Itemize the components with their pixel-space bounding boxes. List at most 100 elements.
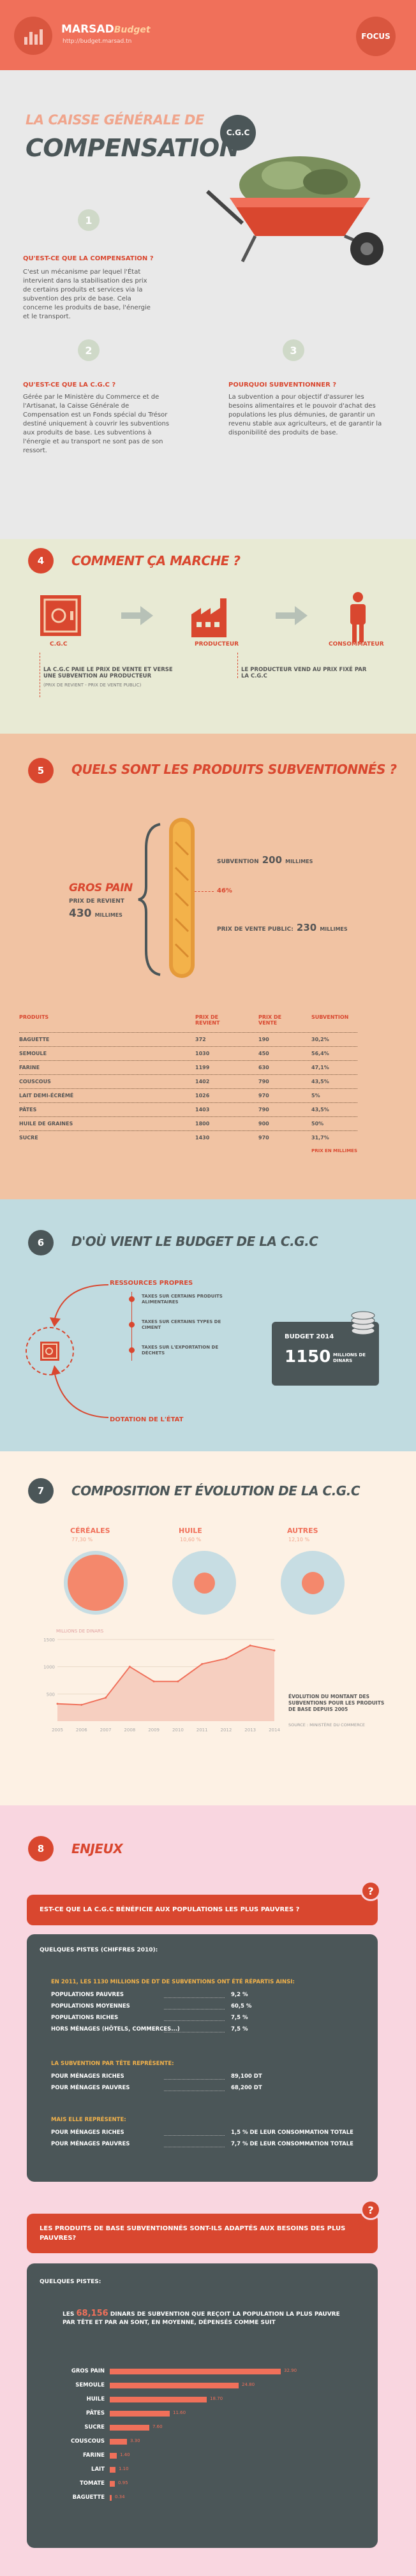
step-1-badge: 1 bbox=[78, 209, 100, 231]
list-value: 89,100 DT bbox=[231, 2073, 262, 2080]
brand-sub: Budget bbox=[114, 25, 151, 35]
focus-label: FOCUS bbox=[361, 32, 390, 41]
table-cell: 790 bbox=[258, 1079, 269, 1084]
prix-revient-value: 430 bbox=[69, 907, 92, 920]
question-box-2 bbox=[27, 2214, 378, 2253]
cgc-badge: C.G.C bbox=[220, 115, 256, 151]
data-point bbox=[128, 1666, 131, 1668]
bar-label: FARINE bbox=[82, 2452, 105, 2459]
table-cell: 43,5% bbox=[311, 1079, 329, 1084]
bar-value: 11.60 bbox=[173, 2410, 186, 2415]
subvention-label: SUBVENTION bbox=[217, 859, 259, 865]
section-8-title: ENJEUX bbox=[71, 1841, 123, 1856]
prix-vente-unit: MILLIMES bbox=[320, 926, 348, 932]
data-point bbox=[80, 1703, 83, 1706]
table-cell: 1800 bbox=[195, 1121, 210, 1127]
section-4-number: 4 bbox=[28, 548, 54, 574]
section-6-title: D'OÙ VIENT LE BUDGET DE LA C.G.C bbox=[71, 1234, 318, 1249]
gros-pain-label: GROS PAIN bbox=[69, 882, 133, 894]
list-value: 68,200 DT bbox=[231, 2085, 262, 2091]
bar bbox=[110, 2369, 281, 2374]
table-cell: 630 bbox=[258, 1065, 269, 1070]
question-2: LES PRODUITS DE BASE SUBVENTIONNÉS SONT-… bbox=[40, 2225, 346, 2242]
x-tick-label: 2013 bbox=[244, 1728, 256, 1733]
intro-4-post: DINARS DE SUBVENTION QUE REÇOIT LA POPUL… bbox=[63, 2311, 340, 2326]
section-7: 7 COMPOSITION ET ÉVOLUTION DE LA C.G.C C… bbox=[0, 1451, 416, 1805]
table-body: BAGUETTE 372 190 30,2% SEMOULE 1030 450 56,4% FA… bbox=[19, 1032, 357, 1144]
bar-value: 0.34 bbox=[115, 2494, 125, 2499]
table-row: SEMOULE 1030 450 56,4% bbox=[19, 1046, 357, 1060]
list-label: POPULATIONS RICHES bbox=[51, 2015, 119, 2021]
ressources-label: RESSOURCES PROPRES bbox=[110, 1280, 193, 1287]
x-tick-label: 2012 bbox=[221, 1728, 232, 1733]
bar-label: TOMATE bbox=[79, 2480, 105, 2487]
bar-value: 0.95 bbox=[118, 2480, 128, 2485]
step-1-label: 1 bbox=[85, 214, 93, 226]
table-cell: COUSCOUS bbox=[19, 1079, 51, 1084]
table-row: LAIT DEMI-ÉCRÉMÉ 1026 970 5% bbox=[19, 1088, 357, 1102]
pie-percent: 77,30 % bbox=[71, 1537, 93, 1543]
list-value: 60,5 % bbox=[231, 2003, 252, 2010]
table-cell: 790 bbox=[258, 1107, 269, 1113]
chart-source: SOURCE : MINISTÈRE DU COMMERCE bbox=[288, 1722, 366, 1728]
table-cell: 900 bbox=[258, 1121, 269, 1127]
bar bbox=[110, 2481, 115, 2487]
cgc-circle bbox=[26, 1327, 74, 1375]
list-label: POUR MÉNAGES PAUVRES bbox=[51, 2085, 130, 2091]
table-cell: 1402 bbox=[195, 1079, 210, 1084]
table-header-cell: SUBVENTION bbox=[311, 1014, 349, 1020]
pie-outer bbox=[281, 1551, 345, 1615]
bar-value: 1.40 bbox=[120, 2452, 130, 2457]
intro-1: EN 2011, LES 1130 MILLIONS DE DT DE SUBV… bbox=[51, 1979, 295, 1985]
table-footnote: PRIX EN MILLIMES bbox=[311, 1148, 357, 1153]
table-header: PRODUITS PRIX DE REVIENT PRIX DE VENTE S… bbox=[19, 1014, 357, 1032]
arrow-right-icon bbox=[121, 606, 153, 625]
bar-label: LAIT bbox=[91, 2466, 105, 2473]
tax-item: TAXES SUR CERTAINS TYPES DE CIMENT bbox=[142, 1319, 221, 1330]
bar-label: BAGUETTE bbox=[72, 2494, 105, 2501]
help-icon-glyph: ? bbox=[368, 2203, 374, 2216]
pie-inner bbox=[301, 1571, 324, 1594]
table-cell: HUILE DE GRAINES bbox=[19, 1121, 73, 1127]
section-6: 6 D'OÙ VIENT LE BUDGET DE LA C.G.C RESSO… bbox=[0, 1199, 416, 1451]
question-1: EST-CE QUE LA C.G.C BÉNÉFICIE AUX POPULA… bbox=[40, 1906, 300, 1913]
help-icon[interactable]: ? bbox=[360, 2200, 381, 2220]
table-header-cell: PRODUITS bbox=[19, 1014, 49, 1020]
table-cell: 30,2% bbox=[311, 1037, 329, 1042]
answer-box-1 bbox=[27, 1934, 378, 2182]
tax-dot bbox=[129, 1347, 135, 1353]
prix-revient-unit: MILLIMES bbox=[94, 912, 123, 918]
focus-button[interactable]: FOCUS bbox=[356, 17, 396, 56]
label-cgc: C.G.C bbox=[50, 641, 68, 648]
help-icon[interactable]: ? bbox=[360, 1881, 381, 1901]
x-tick-label: 2011 bbox=[197, 1728, 208, 1733]
arrow-right-icon bbox=[276, 606, 308, 625]
table-cell: 1199 bbox=[195, 1065, 210, 1070]
budget-label: BUDGET 2014 bbox=[285, 1333, 334, 1340]
table-cell: FARINE bbox=[19, 1065, 40, 1070]
table-cell: 1403 bbox=[195, 1107, 210, 1113]
table-cell: BAGUETTE bbox=[19, 1037, 50, 1042]
table-cell: 372 bbox=[195, 1037, 206, 1042]
label-consommateur: CONSOMMATEUR bbox=[329, 641, 384, 648]
logo-icon[interactable] bbox=[14, 17, 52, 55]
intro-4-value: 68,156 bbox=[76, 2309, 108, 2318]
chart-note: ÉVOLUTION DU MONTANT DES SUBVENTIONS POU… bbox=[288, 1694, 385, 1712]
x-tick-label: 2014 bbox=[269, 1728, 280, 1733]
budget-value: 1150 bbox=[285, 1347, 331, 1366]
table-cell: 970 bbox=[258, 1093, 269, 1099]
brand-url[interactable]: http://budget.marsad.tn bbox=[63, 38, 132, 45]
desc-right: LE PRODUCTEUR VEND AU PRIX FIXÉ PAR LA C… bbox=[241, 667, 367, 679]
help-icon-glyph: ? bbox=[368, 1884, 374, 1897]
q2-text: Gérée par le Ministère du Commerce et de… bbox=[23, 394, 170, 454]
bar-value: 18.70 bbox=[210, 2396, 223, 2401]
list-label: POPULATIONS MOYENNES bbox=[51, 2003, 130, 2010]
data-point bbox=[177, 1680, 179, 1683]
answer-box-2 bbox=[27, 2263, 378, 2548]
list-label: POUR MÉNAGES RICHES bbox=[51, 2073, 124, 2080]
x-tick-label: 2010 bbox=[172, 1728, 184, 1733]
line-series bbox=[57, 1645, 275, 1706]
products-table: PRODUITS PRIX DE REVIENT PRIX DE VENTE S… bbox=[19, 1014, 357, 1153]
chart-title: MILLIONS DE DINARS bbox=[56, 1629, 104, 1634]
tax-dot bbox=[129, 1322, 135, 1328]
